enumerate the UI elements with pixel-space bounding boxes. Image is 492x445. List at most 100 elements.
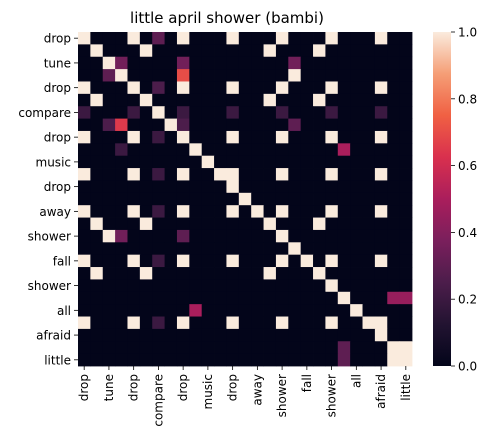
heatmap-cell bbox=[115, 93, 128, 107]
heatmap-cell bbox=[226, 180, 240, 194]
x-tick-label: shower bbox=[275, 374, 289, 417]
heatmap-cell bbox=[78, 192, 91, 206]
heatmap-cell bbox=[115, 217, 128, 231]
heatmap-cell bbox=[90, 291, 104, 305]
heatmap-cell bbox=[288, 168, 302, 181]
heatmap-cell bbox=[238, 192, 252, 206]
heatmap-cell bbox=[288, 180, 302, 194]
heatmap-cell bbox=[127, 353, 141, 367]
heatmap-cell bbox=[325, 279, 339, 293]
heatmap-cell bbox=[275, 316, 289, 330]
heatmap-cell bbox=[78, 341, 91, 355]
heatmap-cell bbox=[387, 106, 401, 119]
heatmap-cell bbox=[139, 106, 153, 119]
heatmap-cell bbox=[78, 328, 91, 342]
heatmap-cell bbox=[325, 328, 339, 342]
heatmap-cell bbox=[325, 130, 339, 144]
heatmap-cell bbox=[251, 279, 264, 293]
heatmap-cell bbox=[238, 341, 252, 355]
heatmap-cell bbox=[139, 32, 153, 45]
heatmap-cell bbox=[127, 155, 141, 169]
heatmap-cell bbox=[362, 81, 376, 95]
heatmap-cell bbox=[127, 93, 141, 107]
heatmap-cell bbox=[102, 229, 116, 243]
y-tick-label: little bbox=[44, 353, 71, 367]
heatmap-cell bbox=[362, 304, 376, 317]
heatmap-cell bbox=[201, 229, 215, 243]
heatmap-cell bbox=[164, 44, 178, 58]
heatmap-cell bbox=[251, 205, 264, 218]
heatmap-cell bbox=[189, 279, 203, 293]
heatmap-cell bbox=[189, 254, 203, 268]
heatmap-cell bbox=[189, 205, 203, 218]
heatmap-cell bbox=[176, 180, 190, 194]
heatmap-cell bbox=[350, 192, 363, 206]
heatmap-cell bbox=[238, 353, 252, 367]
heatmap-cell bbox=[226, 254, 240, 268]
heatmap-cell bbox=[337, 143, 351, 157]
heatmap-cell bbox=[288, 93, 302, 107]
heatmap-cell bbox=[263, 341, 277, 355]
heatmap-cell bbox=[300, 267, 314, 280]
heatmap-cell bbox=[214, 93, 227, 107]
heatmap-cell bbox=[115, 180, 128, 194]
heatmap-cell bbox=[201, 143, 215, 157]
heatmap-cell bbox=[263, 192, 277, 206]
heatmap-cell bbox=[152, 267, 165, 280]
heatmap-cell bbox=[374, 205, 388, 218]
heatmap-cell bbox=[189, 155, 203, 169]
heatmap-cell bbox=[300, 279, 314, 293]
heatmap-cell bbox=[90, 143, 104, 157]
heatmap-cell bbox=[90, 155, 104, 169]
heatmap-cell bbox=[152, 192, 165, 206]
heatmap-cell bbox=[238, 229, 252, 243]
heatmap-cell bbox=[214, 316, 227, 330]
heatmap-cell bbox=[201, 304, 215, 317]
heatmap-cell bbox=[115, 242, 128, 256]
heatmap-cell bbox=[275, 118, 289, 132]
heatmap-cell bbox=[226, 32, 240, 45]
heatmap-cell bbox=[399, 279, 413, 293]
heatmap-cell bbox=[263, 328, 277, 342]
heatmap-cell bbox=[115, 56, 128, 70]
heatmap-cell bbox=[362, 267, 376, 280]
heatmap-cell bbox=[263, 180, 277, 194]
y-tick-label: music bbox=[36, 155, 71, 169]
heatmap-cell bbox=[214, 44, 227, 58]
heatmap-cell bbox=[374, 106, 388, 119]
heatmap-cell bbox=[214, 69, 227, 82]
heatmap-cell bbox=[115, 205, 128, 218]
heatmap-cell bbox=[152, 229, 165, 243]
heatmap-cell bbox=[189, 32, 203, 45]
heatmap-cell bbox=[201, 168, 215, 181]
heatmap-cell bbox=[90, 69, 104, 82]
heatmap-cell bbox=[238, 81, 252, 95]
heatmap-cell bbox=[90, 81, 104, 95]
heatmap-cell bbox=[226, 291, 240, 305]
heatmap-cell bbox=[350, 217, 363, 231]
heatmap-cell bbox=[350, 341, 363, 355]
heatmap-cell bbox=[115, 106, 128, 119]
heatmap-cell bbox=[201, 118, 215, 132]
heatmap-cell bbox=[275, 44, 289, 58]
heatmap-cell bbox=[313, 291, 326, 305]
heatmap-cell bbox=[362, 155, 376, 169]
heatmap-cell bbox=[164, 81, 178, 95]
heatmap-cell bbox=[350, 93, 363, 107]
heatmap-cell bbox=[189, 291, 203, 305]
heatmap-cell bbox=[387, 56, 401, 70]
heatmap-cell bbox=[325, 32, 339, 45]
heatmap-cell bbox=[399, 44, 413, 58]
heatmap-cell bbox=[251, 353, 264, 367]
heatmap-cell bbox=[214, 130, 227, 144]
heatmap-cell bbox=[275, 267, 289, 280]
heatmap-cell bbox=[300, 69, 314, 82]
heatmap-cell bbox=[152, 304, 165, 317]
heatmap-cell bbox=[139, 56, 153, 70]
heatmap-cell bbox=[176, 229, 190, 243]
heatmap-cell bbox=[387, 155, 401, 169]
heatmap-cell bbox=[176, 93, 190, 107]
heatmap-cell bbox=[152, 180, 165, 194]
heatmap-cell bbox=[300, 155, 314, 169]
heatmap-cell bbox=[102, 316, 116, 330]
